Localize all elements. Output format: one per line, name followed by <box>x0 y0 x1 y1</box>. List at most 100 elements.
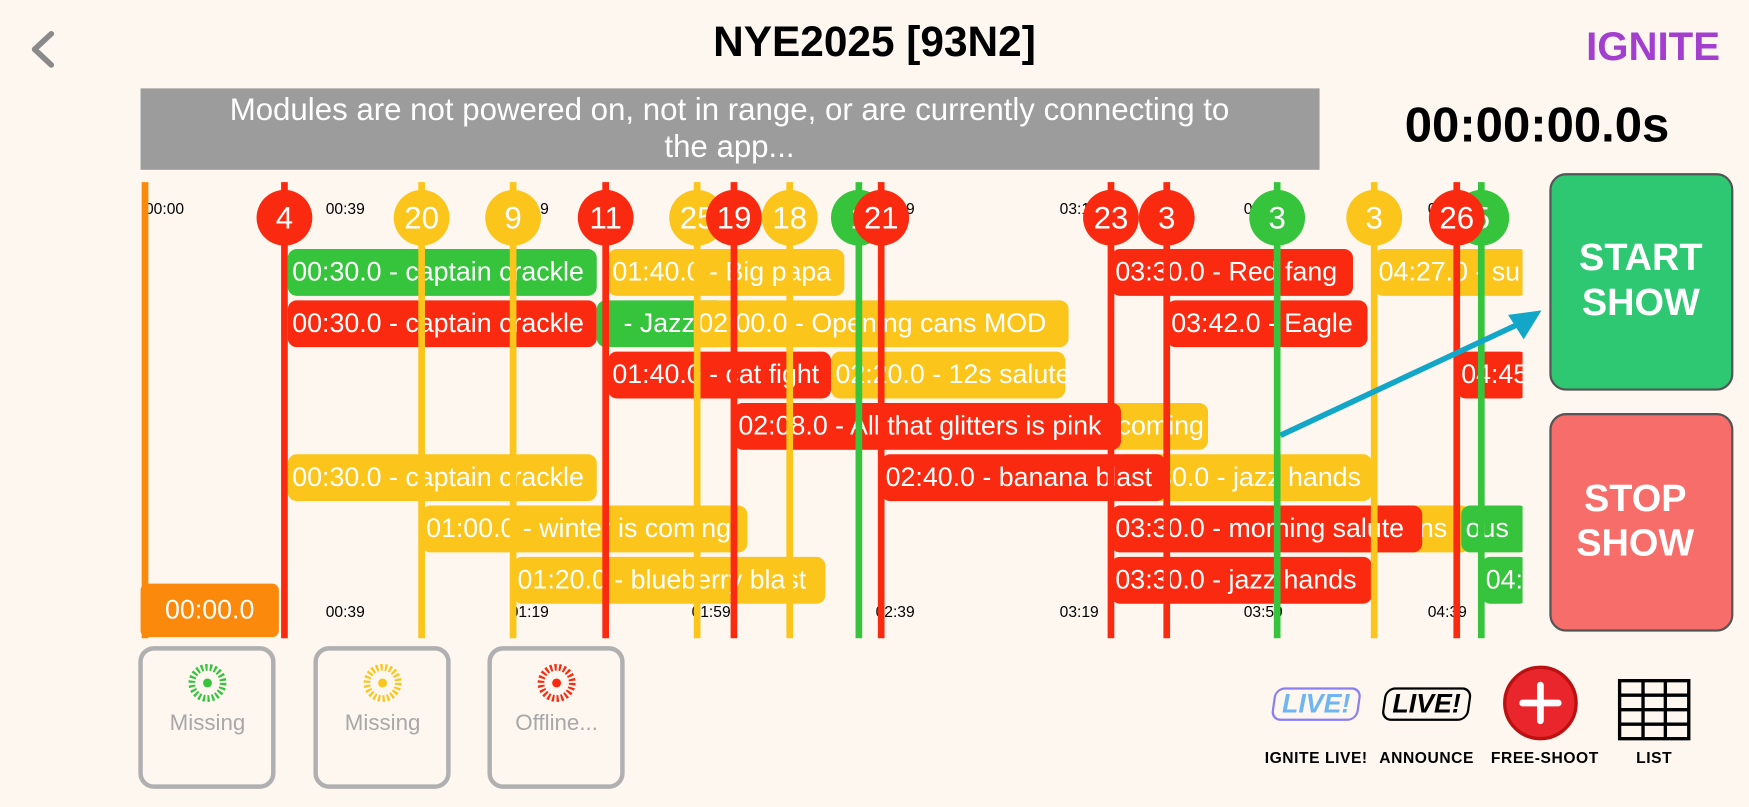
cue-marker[interactable]: 3 <box>1346 189 1403 246</box>
cue-number: 26 <box>1439 200 1474 235</box>
banner-text: the app... <box>664 129 794 164</box>
cue-event-bar <box>287 300 597 348</box>
cue-event[interactable]: - Jazz <box>596 300 726 348</box>
cue-event[interactable]: 02:08.0 - All that glitters is pink <box>733 402 1122 450</box>
list-icon-grid <box>1619 680 1689 739</box>
cue-event-label: 01:00.0 - winter is coming <box>426 513 731 543</box>
tick-label: 00:00 <box>145 201 184 218</box>
cue-badge <box>1428 189 1485 246</box>
cue-marker[interactable]: 18 <box>761 189 818 246</box>
cue-event[interactable]: 03:30.0 - jazz hands <box>1110 556 1372 604</box>
playhead-time-box <box>140 583 279 638</box>
live-icon-text: LIVE! <box>1392 688 1460 718</box>
hint-arrow <box>1279 321 1521 438</box>
toolbar-item[interactable]: FREE-SHOOT <box>1491 665 1599 767</box>
cue-badge <box>577 189 634 246</box>
cue-event[interactable]: 00:30.0 - captain crackle <box>287 300 597 348</box>
cue-event[interactable]: 02:40.0 - banana blast <box>881 454 1166 502</box>
toolbar-item[interactable]: LIVE! ANNOUNCE <box>1379 687 1474 767</box>
cue-event[interactable]: 00:30.0 - captain crackle <box>287 454 597 502</box>
cue-number: 3 <box>1268 200 1285 235</box>
module-card[interactable]: Missing <box>313 646 451 789</box>
cue-marker[interactable]: 3 <box>1138 189 1195 246</box>
cue-marker[interactable]: 11 <box>577 189 634 246</box>
cue-marker[interactable]: 21 <box>853 189 910 246</box>
cue-event[interactable]: 02:20.0 - 12s salute <box>830 351 1071 399</box>
cue-number: 11 <box>589 200 621 235</box>
cue-marker[interactable]: 3 <box>1249 189 1306 246</box>
module-icon <box>188 663 227 702</box>
module-status: Missing <box>170 710 246 735</box>
cue-event-bar <box>1110 505 1423 553</box>
toolbar-item[interactable]: LIVE! IGNITE LIVE! <box>1265 687 1368 767</box>
cue-event-label: ous <box>1466 513 1509 543</box>
cue-event-bar <box>1110 556 1372 604</box>
tick-label: 04:39 <box>1428 604 1467 621</box>
show-timer: 00:00:00.0s <box>1405 99 1670 153</box>
cue-number: 3 <box>1158 200 1175 235</box>
cue-event[interactable]: 01:00.0 - winter is coming <box>421 505 748 553</box>
module-card[interactable]: Offline... <box>487 646 625 789</box>
cue-event-label: 01:40.0 - Big papa <box>612 257 831 287</box>
cue-marker[interactable]: 9 <box>485 189 541 246</box>
cue-event[interactable]: 03:30.0 - Red fang <box>1110 249 1354 296</box>
cue-badge <box>1346 189 1403 246</box>
cue-marker[interactable]: 26 <box>1428 189 1485 246</box>
cue-event[interactable]: ous <box>1461 505 1528 553</box>
cue-event[interactable]: 01:20.0 - blueberry blast <box>513 556 826 604</box>
cue-event-bar <box>1110 249 1354 296</box>
cue-number: 21 <box>864 200 899 235</box>
module-frame <box>138 646 276 789</box>
tick-label: 01:19 <box>510 604 549 621</box>
cue-event-bar <box>733 402 1122 450</box>
stop-show-label: SHOW <box>1576 523 1694 565</box>
module-frame <box>313 646 451 789</box>
cue-badge <box>393 189 450 246</box>
cue-event[interactable]: 00:30.0 - captain crackle <box>287 249 597 296</box>
timeline[interactable]: 00:0000:0000:3900:3901:1901:1901:5901:59… <box>140 182 1529 639</box>
module-frame <box>487 646 625 789</box>
start-show-button[interactable] <box>1549 173 1734 391</box>
cue-event-bar <box>513 556 826 604</box>
cue-event[interactable]: 04:45 <box>1456 351 1528 399</box>
cue-event-label: 00:30.0 - captain crackle <box>292 308 584 338</box>
cue-event-label: 03:30.0 - morning salute <box>1115 513 1404 543</box>
free-shoot-cross <box>1519 681 1562 725</box>
stop-show-button[interactable] <box>1549 412 1734 632</box>
cue-event-label: 00:30.0 - captain crackle <box>292 257 584 287</box>
module-card[interactable]: Missing <box>138 646 276 789</box>
cue-marker[interactable]: 23 <box>1083 189 1139 246</box>
cue-event-label: 01:40.0 - cat fight <box>612 359 819 389</box>
cue-event-bar <box>287 454 597 502</box>
cue-event[interactable]: 01:40.0 - cat fight <box>607 351 831 399</box>
status-banner <box>140 88 1320 170</box>
cue-event[interactable]: 04:27.0 - su <box>1374 249 1528 296</box>
cue-event-label: 02:20.0 - 12s salute <box>835 359 1070 389</box>
cue-badge <box>485 189 541 246</box>
cue-event[interactable]: 01:40.0 - Big papa <box>607 249 845 296</box>
stop-show-label: STOP <box>1584 478 1687 520</box>
cue-marker[interactable]: 20 <box>393 189 450 246</box>
cue-event[interactable]: 03:42.0 - Eagle <box>1166 300 1368 348</box>
banner-text: Modules are not powered on, not in range… <box>230 92 1230 127</box>
cue-badge <box>706 189 762 246</box>
cue-marker[interactable]: 4 <box>256 189 313 246</box>
cue-event-label: 04:27.0 - su <box>1379 257 1520 287</box>
module-icon-core <box>552 678 562 688</box>
tick-label: 00:39 <box>326 604 365 621</box>
cue-number: 19 <box>717 200 752 235</box>
live-icon-text: LIVE! <box>1282 688 1350 718</box>
cue-event[interactable]: 04: <box>1481 556 1528 604</box>
cue-number: 20 <box>404 200 439 235</box>
back-button[interactable] <box>31 30 55 68</box>
module-list: Missing Missing Offline... <box>138 646 625 789</box>
cue-event-bar <box>1374 249 1523 296</box>
cue-event-label: 01:20.0 - blueberry blast <box>518 564 807 594</box>
cue-event-label: - Jazz <box>624 308 695 338</box>
cue-event-bar <box>1461 505 1523 553</box>
cue-event-label: 02:08.0 - All that glitters is pink <box>738 411 1102 441</box>
module-icon <box>537 663 576 702</box>
cue-marker[interactable]: 19 <box>706 189 762 246</box>
toolbar-item[interactable]: LIST <box>1617 679 1691 767</box>
